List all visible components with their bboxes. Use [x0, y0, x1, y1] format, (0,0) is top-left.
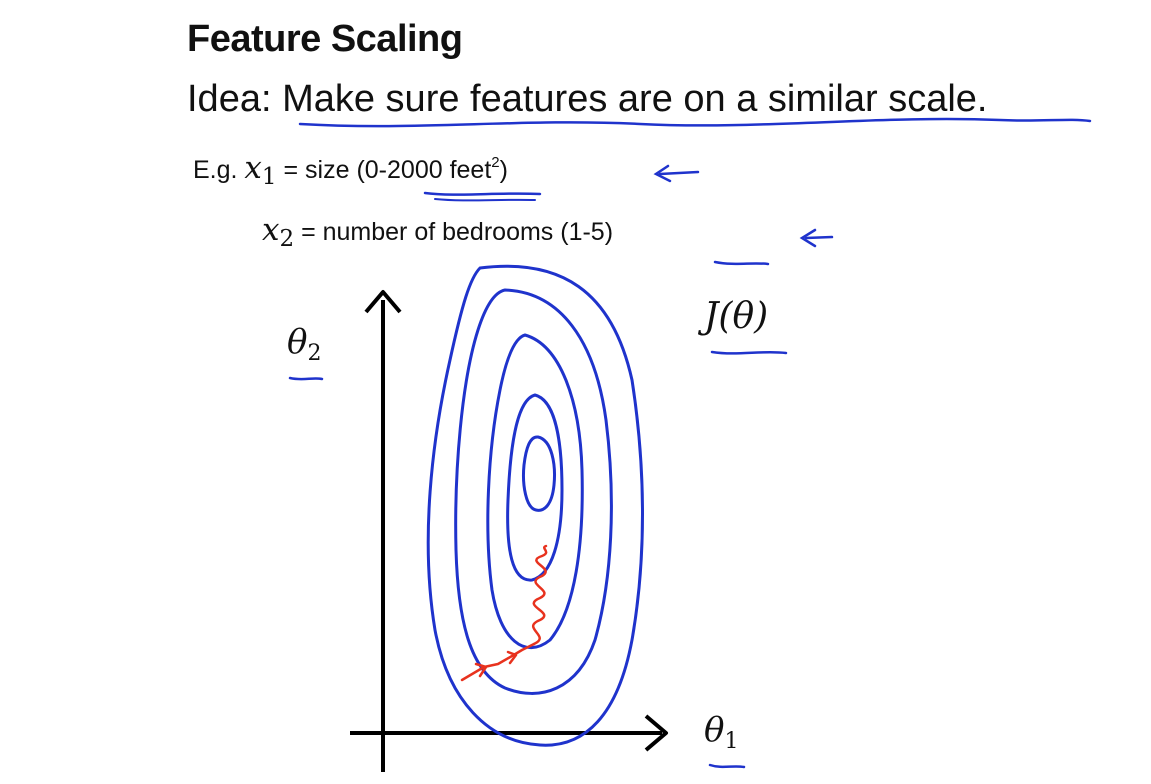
gradient-descent-path: [462, 546, 546, 680]
theta2-underline: [290, 378, 322, 379]
idea-underline: [300, 119, 1090, 126]
x1-range-underline: [425, 193, 540, 195]
x1-range-underline-2: [435, 199, 535, 200]
x2-arrow-icon: [802, 230, 832, 246]
theta2-axis-label: θ2: [287, 322, 321, 366]
cost-function-label: J(θ): [704, 296, 768, 337]
cost-label-underline: [712, 352, 786, 353]
theta1-axis-label: θ1: [704, 710, 738, 754]
theta1-underline: [710, 765, 744, 767]
x1-arrow-icon: [656, 166, 698, 181]
x2-range-underline: [715, 262, 768, 264]
contour-inner: [524, 437, 555, 510]
contour-4: [456, 290, 612, 693]
